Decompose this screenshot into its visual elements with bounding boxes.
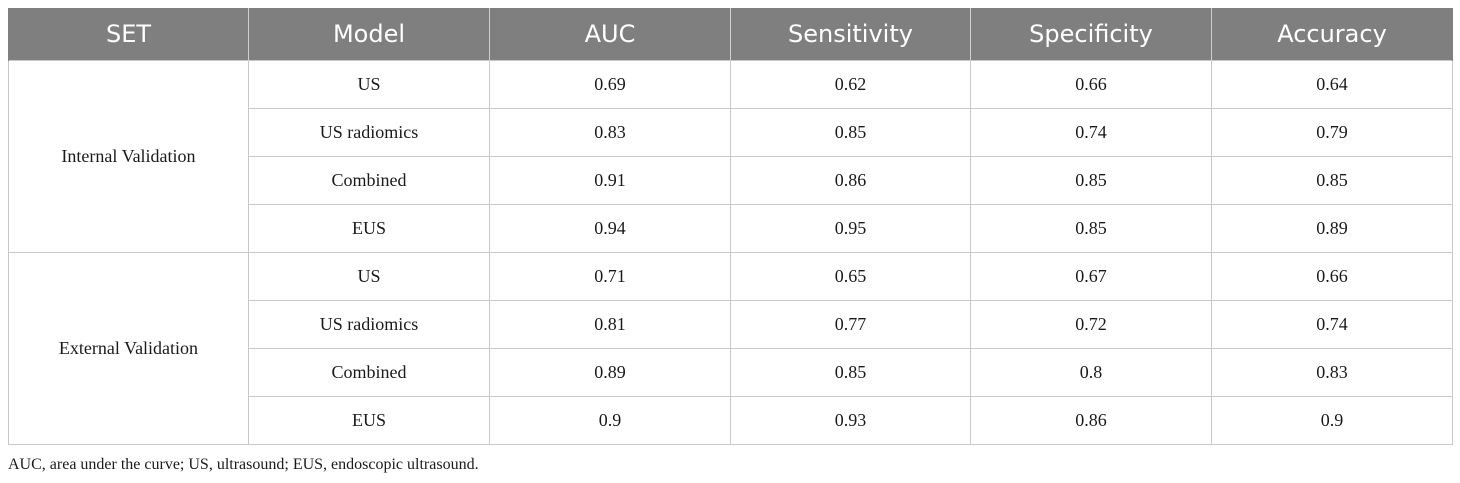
results-table: SET Model AUC Sensitivity Specificity Ac…: [8, 8, 1453, 445]
table-row: EUS 0.94 0.95 0.85 0.89: [9, 204, 1453, 253]
header-accuracy: Accuracy: [1211, 8, 1453, 61]
specificity-cell: 0.74: [970, 108, 1212, 157]
auc-cell: 0.83: [489, 108, 731, 157]
table-row: US radiomics 0.83 0.85 0.74 0.79: [9, 108, 1453, 157]
model-cell: EUS: [248, 204, 490, 253]
specificity-cell: 0.72: [970, 300, 1212, 349]
table-row: Combined 0.91 0.86 0.85 0.85: [9, 156, 1453, 205]
header-sensitivity: Sensitivity: [730, 8, 971, 61]
table-footnote: AUC, area under the curve; US, ultrasoun…: [8, 456, 479, 473]
table-body: Internal Validation US 0.69 0.62 0.66 0.…: [8, 60, 1453, 445]
specificity-cell: 0.85: [970, 156, 1212, 205]
sensitivity-cell: 0.85: [730, 348, 971, 397]
auc-cell: 0.94: [489, 204, 731, 253]
accuracy-cell: 0.89: [1211, 204, 1453, 253]
sensitivity-cell: 0.65: [730, 252, 971, 301]
set-cell-internal: Internal Validation: [8, 60, 249, 253]
accuracy-cell: 0.83: [1211, 348, 1453, 397]
accuracy-cell: 0.66: [1211, 252, 1453, 301]
accuracy-cell: 0.74: [1211, 300, 1453, 349]
sensitivity-cell: 0.95: [730, 204, 971, 253]
sensitivity-cell: 0.77: [730, 300, 971, 349]
auc-cell: 0.9: [489, 396, 731, 445]
auc-cell: 0.81: [489, 300, 731, 349]
sensitivity-cell: 0.62: [730, 60, 971, 109]
table-row: US radiomics 0.81 0.77 0.72 0.74: [9, 300, 1453, 349]
table-row: EUS 0.9 0.93 0.86 0.9: [9, 396, 1453, 445]
auc-cell: 0.91: [489, 156, 731, 205]
auc-cell: 0.71: [489, 252, 731, 301]
header-row: SET Model AUC Sensitivity Specificity Ac…: [8, 8, 1453, 61]
model-cell: Combined: [248, 348, 490, 397]
results-table-container: SET Model AUC Sensitivity Specificity Ac…: [8, 8, 1453, 445]
sensitivity-cell: 0.93: [730, 396, 971, 445]
model-cell: US radiomics: [248, 300, 490, 349]
model-cell: US: [248, 60, 490, 109]
sensitivity-cell: 0.86: [730, 156, 971, 205]
header-model: Model: [248, 8, 490, 61]
model-cell: EUS: [248, 396, 490, 445]
accuracy-cell: 0.64: [1211, 60, 1453, 109]
header-set: SET: [8, 8, 249, 61]
auc-cell: 0.69: [489, 60, 731, 109]
table-row: External Validation US 0.71 0.65 0.67 0.…: [8, 252, 1453, 445]
model-cell: Combined: [248, 156, 490, 205]
header-specificity: Specificity: [970, 8, 1212, 61]
table-header: SET Model AUC Sensitivity Specificity Ac…: [8, 8, 1453, 61]
specificity-cell: 0.85: [970, 204, 1212, 253]
header-auc: AUC: [489, 8, 731, 61]
specificity-cell: 0.66: [970, 60, 1212, 109]
auc-cell: 0.89: [489, 348, 731, 397]
specificity-cell: 0.67: [970, 252, 1212, 301]
sensitivity-cell: 0.85: [730, 108, 971, 157]
model-cell: US: [248, 252, 490, 301]
accuracy-cell: 0.9: [1211, 396, 1453, 445]
model-cell: US radiomics: [248, 108, 490, 157]
specificity-cell: 0.8: [970, 348, 1212, 397]
accuracy-cell: 0.79: [1211, 108, 1453, 157]
accuracy-cell: 0.85: [1211, 156, 1453, 205]
specificity-cell: 0.86: [970, 396, 1212, 445]
set-cell-external: External Validation: [8, 252, 249, 445]
table-row: Internal Validation US 0.69 0.62 0.66 0.…: [8, 60, 1453, 253]
table-row: Combined 0.89 0.85 0.8 0.83: [9, 348, 1453, 397]
